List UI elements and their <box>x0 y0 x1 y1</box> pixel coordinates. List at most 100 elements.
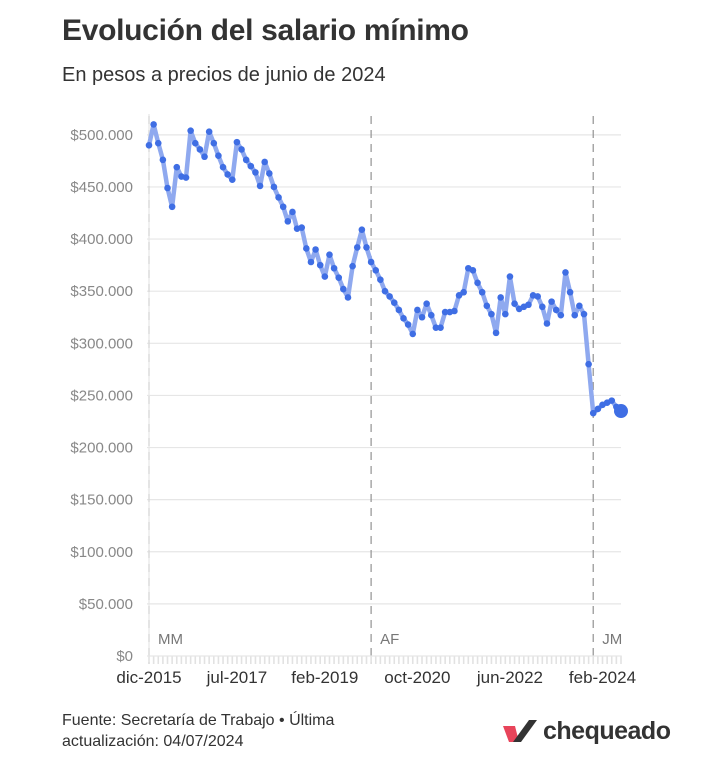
chequeado-check-icon <box>503 720 537 742</box>
data-point <box>552 306 560 314</box>
data-point <box>478 288 486 296</box>
y-tick-label: $250.000 <box>70 387 133 404</box>
data-point <box>548 298 555 305</box>
data-point <box>252 169 259 176</box>
data-point <box>247 162 255 170</box>
chart-title: Evolución del salario mínimo <box>62 14 469 47</box>
data-point <box>358 226 366 233</box>
data-point <box>238 146 245 153</box>
data-point <box>585 360 592 368</box>
data-point <box>400 314 407 322</box>
data-point <box>233 138 241 146</box>
data-point <box>492 329 500 337</box>
data-point <box>451 307 458 315</box>
chart-subtitle: En pesos a precios de junio de 2024 <box>62 64 386 86</box>
y-tick-label: $300.000 <box>70 335 133 352</box>
chart-area: $0 $50.000 $100.000 $150.000 $200.000 $250.00… <box>70 114 636 687</box>
data-point <box>539 303 546 311</box>
data-point <box>284 218 292 225</box>
data-point <box>289 208 296 216</box>
data-point <box>261 158 268 166</box>
data-point <box>353 244 361 251</box>
y-tick-label: $350.000 <box>70 283 133 300</box>
data-point <box>427 311 435 319</box>
data-point <box>543 320 551 327</box>
x-tick-label: jun-2022 <box>476 668 543 687</box>
data-point <box>557 311 565 319</box>
data-point <box>298 224 306 231</box>
data-point <box>404 321 412 328</box>
data-point <box>589 409 597 417</box>
data-point <box>497 294 504 301</box>
data-point <box>409 330 417 338</box>
data-point <box>330 264 338 272</box>
data-point <box>201 153 208 161</box>
data-point <box>335 274 343 281</box>
tick-labels: $0 $50.000 $100.000 $150.000 $200.000 $250.00… <box>70 127 636 687</box>
data-point <box>381 287 389 295</box>
x-tick-label: oct-2020 <box>384 668 450 687</box>
data-point <box>525 301 532 309</box>
data-point <box>483 302 491 310</box>
data-point <box>377 276 384 284</box>
data-point <box>279 203 287 211</box>
data-point <box>580 310 588 318</box>
data-point <box>488 310 495 318</box>
data-point <box>168 203 176 211</box>
x-tick-label: dic-2015 <box>116 668 181 687</box>
data-point <box>414 306 421 314</box>
data-point <box>418 313 426 321</box>
data-point <box>372 267 380 274</box>
data-point <box>469 267 477 274</box>
era-label: JM <box>602 631 622 648</box>
data-point <box>256 182 264 190</box>
brand-logo[interactable]: chequeado <box>503 715 671 747</box>
data-point <box>316 261 324 269</box>
y-tick-label: $0 <box>116 648 133 665</box>
y-tick-label: $450.000 <box>70 179 133 196</box>
data-point <box>210 139 218 147</box>
data-point <box>502 310 509 318</box>
data-point <box>159 156 167 164</box>
data-point <box>460 288 467 296</box>
data-point <box>474 279 481 287</box>
data-point <box>312 246 319 253</box>
data-point <box>571 311 579 319</box>
y-tick-label: $100.000 <box>70 544 133 561</box>
data-point <box>390 299 398 306</box>
x-tick-label: feb-2024 <box>569 668 636 687</box>
data-point <box>275 194 282 201</box>
data-point <box>173 163 181 171</box>
data-point <box>386 293 393 300</box>
data-point <box>196 146 204 153</box>
data-point <box>608 397 616 404</box>
data-point <box>321 273 329 280</box>
data-point <box>150 121 157 128</box>
data-point <box>154 139 162 147</box>
era-label: MM <box>158 631 183 648</box>
series-points <box>145 121 628 419</box>
data-point <box>164 184 171 192</box>
data-point <box>349 262 356 270</box>
y-tick-label: $500.000 <box>70 127 133 144</box>
data-point <box>395 306 403 314</box>
data-point <box>455 292 463 299</box>
grid <box>147 134 621 605</box>
data-point <box>191 139 199 147</box>
data-point <box>266 170 273 177</box>
data-point-latest <box>614 404 628 419</box>
data-point <box>224 171 231 178</box>
data-point <box>182 174 190 181</box>
data-point <box>340 285 347 293</box>
data-point <box>534 293 542 300</box>
data-point <box>367 258 375 266</box>
data-point <box>303 245 310 252</box>
data-point <box>307 258 315 266</box>
data-point <box>562 269 569 276</box>
era-label: AF <box>380 631 399 648</box>
data-point <box>506 273 514 280</box>
brand-name: chequeado <box>543 716 671 745</box>
data-point <box>326 251 333 259</box>
data-point <box>441 308 449 316</box>
data-point <box>228 176 236 183</box>
